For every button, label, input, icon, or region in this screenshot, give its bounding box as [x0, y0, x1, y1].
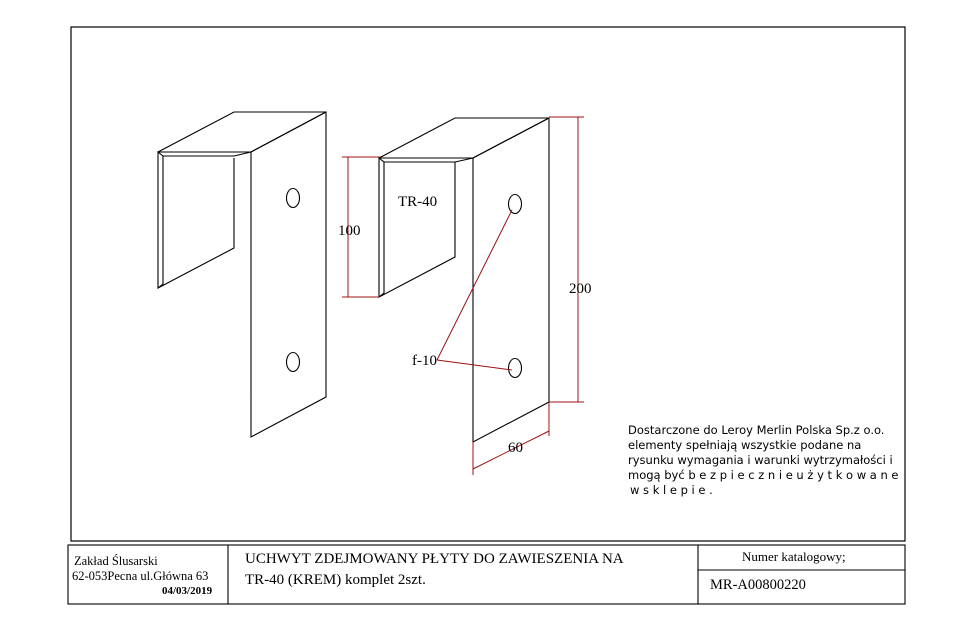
- dimension-lines: [342, 116, 584, 475]
- bracket-left-hole-bottom: [285, 351, 301, 373]
- drawing-date: 04/03/2019: [162, 585, 213, 597]
- bracket-right-hole-bottom: [507, 357, 523, 379]
- dimension-60-label: 60: [508, 440, 523, 456]
- company-address: 62-053Pecna ul.Główna 63: [72, 569, 209, 583]
- note-line: elementy spełniają wszystkie podane na: [628, 438, 862, 452]
- bracket-left-front-face: [250, 111, 327, 438]
- bracket-right-front-face: [472, 117, 550, 443]
- note-line: Dostarczone do Leroy Merlin Polska Sp.z …: [628, 423, 885, 437]
- dimension-200-label: 200: [569, 281, 592, 297]
- bracket-right-top-face: [378, 117, 550, 159]
- drawing-title-line1: UCHWYT ZDEJMOWANY PŁYTY DO ZAWIESZENIA N…: [245, 551, 624, 567]
- bracket-left-hole-top: [285, 187, 301, 209]
- drawing-frame: [70, 26, 906, 542]
- drawing-title-line2: TR-40 (KREM) komplet 2szt.: [245, 572, 426, 588]
- note-line: mogą być b e z p i e c z n i e u ż y t k…: [628, 468, 899, 482]
- part-label: TR-40: [398, 194, 438, 210]
- company-name: Zakład Ślusarski: [74, 554, 158, 568]
- bracket-left-top-face: [157, 111, 327, 153]
- bracket-left: [157, 111, 327, 438]
- note-line: w s k l e p i e .: [630, 483, 713, 497]
- bracket-right-lip-edge: [378, 156, 385, 299]
- bracket-right-hole-top: [507, 193, 523, 215]
- note-line: rysunku wymagania i warunki wytrzymałośc…: [628, 453, 893, 467]
- bracket-left-lip-edge: [157, 150, 164, 290]
- catalog-number-label: Numer katalogowy;: [742, 549, 846, 564]
- title-block: [67, 544, 906, 605]
- bracket-right: [378, 117, 550, 443]
- dimension-100-label: 100: [338, 223, 361, 239]
- hole-diameter-label: f-10: [412, 353, 437, 369]
- delivery-note: Dostarczone do Leroy Merlin Polska Sp.z …: [628, 423, 899, 498]
- catalog-number: MR-A00800220: [710, 577, 806, 593]
